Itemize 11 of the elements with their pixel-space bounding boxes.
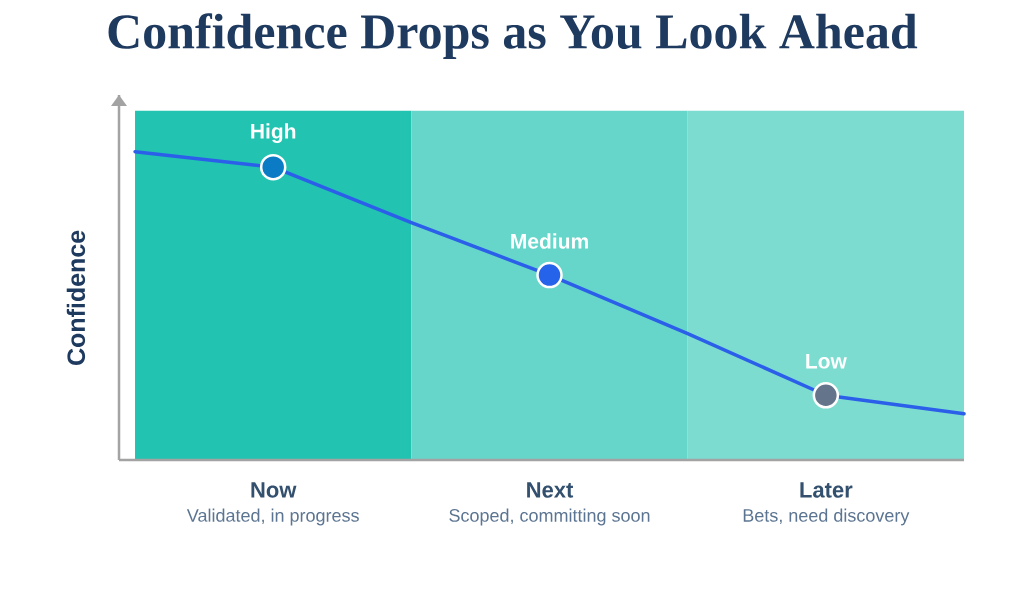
- text: Validated, in progress: [186, 508, 359, 526]
- x-tick-label: Later: [800, 482, 853, 498]
- x-tick-label: Now: [251, 482, 297, 498]
- text: Scoped, committing soon: [449, 508, 650, 526]
- y-axis-title: Confidence: [66, 230, 86, 365]
- text: Bets, need discovery: [743, 508, 910, 526]
- x-tick-label: Next: [527, 482, 574, 498]
- annotation: Medium: [511, 233, 588, 249]
- chart-title: Confidence Drops as You Look Ahead: [108, 13, 918, 59]
- annotation: High: [251, 123, 296, 143]
- annotation: Low: [806, 353, 847, 369]
